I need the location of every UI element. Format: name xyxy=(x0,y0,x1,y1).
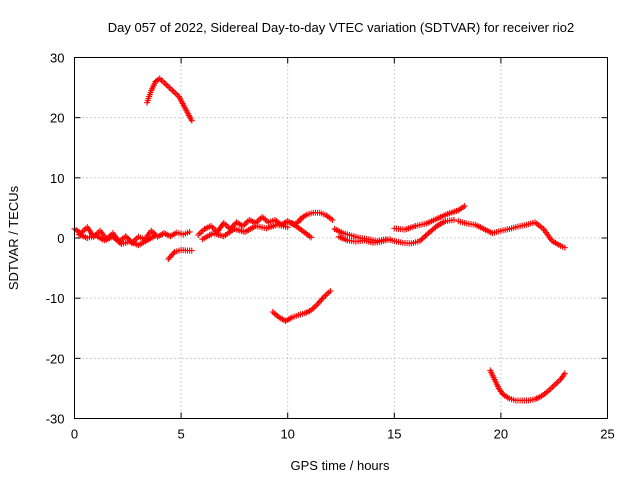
series-segment-main-band-mid-lower xyxy=(199,221,291,243)
axes: 0 5 10 15 20 25 -30 -20 -10 0 10 20 30 xyxy=(46,51,615,442)
chart-title: Day 057 of 2022, Sidereal Day-to-day VTE… xyxy=(108,20,575,35)
y-axis-label: SDTVAR / TECUs xyxy=(6,185,21,290)
series-segment-main-band-late xyxy=(331,216,457,247)
data-points xyxy=(71,75,568,404)
data-point xyxy=(165,256,172,263)
data-point xyxy=(327,287,334,294)
data-point xyxy=(422,232,429,239)
grid xyxy=(74,57,608,419)
data-point xyxy=(319,295,326,302)
data-point xyxy=(421,234,428,241)
series-segment-short-branch-10-11h xyxy=(288,219,315,241)
data-point xyxy=(308,234,315,241)
data-point xyxy=(186,228,193,235)
series-segment-main-band-late-lower xyxy=(335,233,394,246)
data-point xyxy=(317,298,324,305)
data-point xyxy=(315,299,322,306)
series-segment-rising-branch-15-18h xyxy=(391,203,468,233)
data-point xyxy=(166,254,173,261)
data-point xyxy=(122,233,129,240)
x-tick-label: 10 xyxy=(280,427,294,442)
series-segment-hump-11-12h xyxy=(297,209,336,223)
y-tick-label: 30 xyxy=(50,51,64,66)
series-segment-bowl-near-minus-27 xyxy=(487,367,568,404)
x-tick-label: 5 xyxy=(177,427,184,442)
data-point xyxy=(561,370,568,377)
data-point xyxy=(152,232,159,239)
data-point xyxy=(461,203,468,210)
data-point xyxy=(170,250,177,257)
series-segment-upper-arc xyxy=(143,75,195,124)
data-point xyxy=(450,216,457,223)
x-tick-label: 20 xyxy=(494,427,508,442)
x-tick-label: 25 xyxy=(600,427,614,442)
data-point xyxy=(284,224,291,231)
y-tick-label: 0 xyxy=(57,231,64,246)
data-point xyxy=(318,296,325,303)
data-point xyxy=(387,236,394,243)
series-segment-dip-around-4-5h xyxy=(165,247,195,263)
data-point xyxy=(123,234,130,241)
x-tick-label: 15 xyxy=(387,427,401,442)
data-point xyxy=(167,253,174,260)
data-point xyxy=(561,244,568,251)
data-point xyxy=(314,301,321,308)
data-point xyxy=(188,117,195,124)
x-tick-label: 0 xyxy=(71,427,78,442)
y-tick-label: -20 xyxy=(46,351,65,366)
data-point xyxy=(169,251,176,258)
data-point xyxy=(432,224,439,231)
y-tick-label: 10 xyxy=(50,171,64,186)
y-tick-label: 20 xyxy=(50,111,64,126)
series-segment-arc-near-minus-10 xyxy=(269,287,334,325)
data-point xyxy=(329,216,336,223)
data-point xyxy=(116,239,123,246)
y-tick-label: -30 xyxy=(46,412,65,427)
data-point xyxy=(188,247,195,254)
data-point xyxy=(416,238,423,245)
data-point xyxy=(419,235,426,242)
series-segment-main-band-tail xyxy=(455,218,568,251)
x-axis-label: GPS time / hours xyxy=(291,458,390,473)
y-tick-label: -10 xyxy=(46,291,65,306)
plot-frame xyxy=(74,57,608,419)
series-segment-main-band-early-lower xyxy=(75,231,159,249)
data-point xyxy=(418,236,425,243)
